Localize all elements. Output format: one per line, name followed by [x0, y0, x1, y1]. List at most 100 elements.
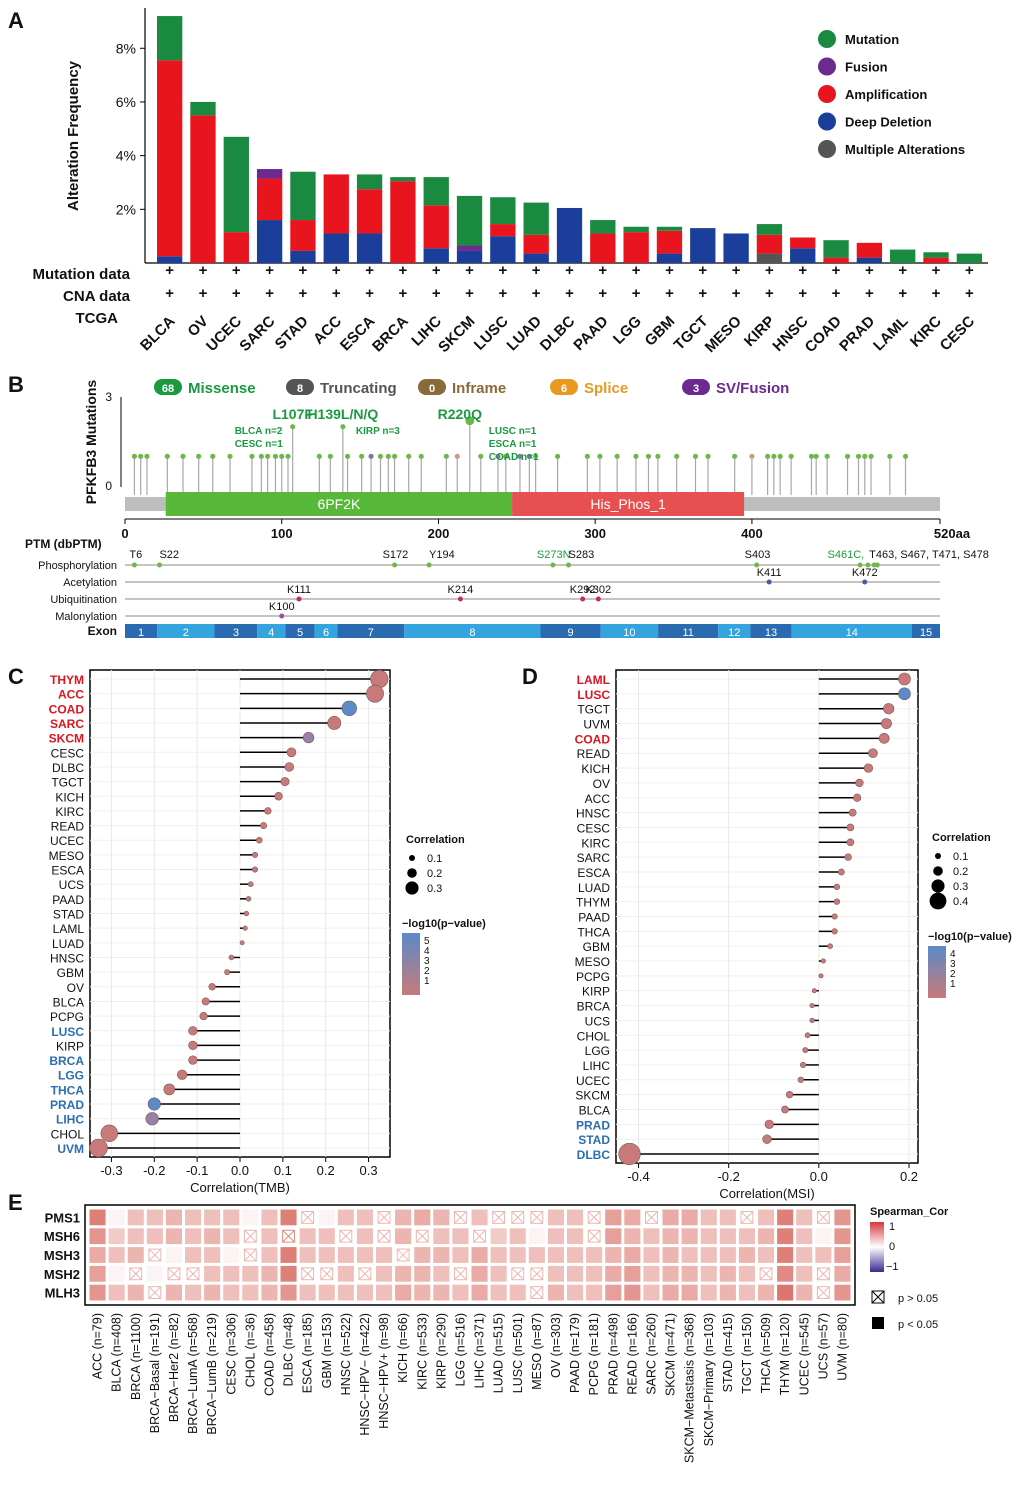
- category-label-c: LGG: [58, 1069, 84, 1083]
- nonsig-cross: [129, 1267, 143, 1281]
- x-tick-label-b: 100: [271, 526, 293, 541]
- color-legend-tick: 2: [424, 966, 430, 977]
- heatmap-cell: [433, 1228, 450, 1245]
- nonsig-cross: [759, 1267, 773, 1281]
- mutation-dot: [465, 416, 475, 426]
- heatmap-cell: [796, 1284, 813, 1301]
- heatmap-cell: [223, 1284, 240, 1301]
- nonsig-cross: [473, 1229, 486, 1243]
- heatmap-cell: [89, 1209, 106, 1226]
- lollipop-dot-READ: [260, 822, 268, 830]
- heatmap-cell: [89, 1247, 106, 1263]
- ptm-site-label: T463, S467, T471, S478: [869, 549, 989, 561]
- bar-SARC-amplification: [256, 178, 283, 221]
- row-mark-0: +: [532, 262, 541, 279]
- mutation-dot: [265, 453, 271, 459]
- legend-pill-b: [418, 379, 446, 395]
- bar-PAAD-amplification: [590, 233, 616, 263]
- category-label-c: TGCT: [51, 776, 84, 790]
- heatmap-cell: [643, 1228, 660, 1245]
- heatmap-cell: [356, 1284, 373, 1301]
- nonsig-cell: [740, 1210, 754, 1224]
- row-mark-0: +: [898, 262, 907, 279]
- mutation-dot: [443, 453, 449, 459]
- row-mark-0: +: [598, 262, 607, 279]
- heatmap-cell: [223, 1228, 240, 1245]
- category-label-c: SARC: [50, 717, 84, 731]
- x-tick-label-b: 520aa: [934, 526, 971, 541]
- row-mark-1: +: [965, 285, 974, 302]
- heatmap-cell: [337, 1209, 354, 1226]
- heatmap-cell: [796, 1209, 813, 1226]
- ptm-site-label: S461C,: [828, 549, 865, 561]
- ptm-site-label: K302: [585, 584, 611, 596]
- mutation-dot: [344, 453, 351, 459]
- heatmap-cell: [758, 1284, 775, 1301]
- row-mark-1: +: [498, 285, 507, 302]
- lollipop-dot-BRCA: [809, 1002, 815, 1009]
- color-legend-title: −log10(p−value): [928, 931, 1012, 943]
- bar-KIRP-multiple-alterations: [756, 253, 783, 263]
- heatmap-cell: [547, 1265, 564, 1282]
- row-mark-0: +: [865, 262, 874, 279]
- category-label-a: DLBC: [537, 313, 579, 355]
- heatmap-cell: [108, 1265, 125, 1282]
- x-tick-label-b: 300: [584, 526, 606, 541]
- heatmap-column-label: BRCA (n=1100): [129, 1313, 143, 1400]
- exon-number: 3: [233, 627, 239, 639]
- mutation-dot: [316, 453, 322, 459]
- heatmap-cell: [299, 1247, 316, 1263]
- mutation-dot: [732, 453, 738, 459]
- size-legend-label: 0.1: [427, 853, 442, 865]
- mutation-dot: [279, 453, 285, 459]
- mutation-dot: [597, 453, 603, 459]
- ptm-site: [580, 596, 586, 602]
- ptm-row-label: Acetylation: [63, 577, 117, 589]
- ptm-site-label: K472: [852, 567, 878, 579]
- category-label-c: STAD: [53, 908, 84, 922]
- category-label-d: LUAD: [578, 881, 610, 895]
- bar-SARC-deep-deletion: [256, 220, 283, 263]
- domain-label: 6PF2K: [318, 496, 361, 512]
- heatmap-cell: [662, 1265, 679, 1282]
- heatmap-cell: [567, 1265, 584, 1282]
- row-mark-1: +: [332, 285, 341, 302]
- row-label-a: Mutation data: [33, 266, 131, 283]
- nonsig-cross: [415, 1229, 429, 1243]
- heatmap-cell: [414, 1284, 431, 1301]
- bar-LUSC-amplification: [490, 224, 516, 237]
- y-tick-label-b: 0: [105, 479, 112, 493]
- exon-10: [600, 624, 659, 638]
- legend-dot-a: [818, 85, 836, 103]
- heatmap-column-label: READ (n=166): [625, 1313, 639, 1395]
- lollipop-dot-UCS: [809, 1017, 815, 1024]
- heatmap-cell: [108, 1284, 125, 1301]
- color-legend-tick: 2: [950, 969, 956, 980]
- heatmap-cell: [547, 1209, 564, 1226]
- category-label-a: SKCM: [435, 313, 478, 356]
- category-label-d: UCS: [585, 1014, 610, 1028]
- nonsig-cell: [377, 1229, 391, 1243]
- ptm-site: [766, 579, 772, 585]
- heatmap-cell: [586, 1265, 603, 1282]
- category-label-c: LIHC: [56, 1113, 84, 1127]
- domain-label: His_Phos_1: [590, 496, 666, 512]
- nonsig-cross: [587, 1229, 601, 1243]
- ptm-site-label: S283: [569, 549, 595, 561]
- category-label-d: BRCA: [577, 1000, 610, 1014]
- bar-DLBC-deep-deletion: [556, 207, 583, 263]
- category-label-c: LAML: [53, 922, 85, 936]
- color-legend-tick: 4: [950, 949, 956, 960]
- category-label-a: LGG: [610, 313, 645, 348]
- category-label-c: MESO: [49, 849, 84, 863]
- lollipop-dot-GBM: [827, 943, 833, 950]
- bar-HNSC-amplification: [790, 237, 816, 249]
- bar-OV-mutation: [190, 101, 216, 116]
- ptm-title: PTM (dbPTM): [25, 537, 102, 551]
- heatmap-cell: [509, 1247, 526, 1263]
- row-mark-0: +: [498, 262, 507, 279]
- y-tick-label-a: 6%: [116, 94, 136, 110]
- heatmap-column-label: UCEC (n=545): [797, 1313, 811, 1395]
- heatmap-cell: [777, 1247, 794, 1263]
- heatmap-column-label: CESC (n=306): [224, 1313, 238, 1395]
